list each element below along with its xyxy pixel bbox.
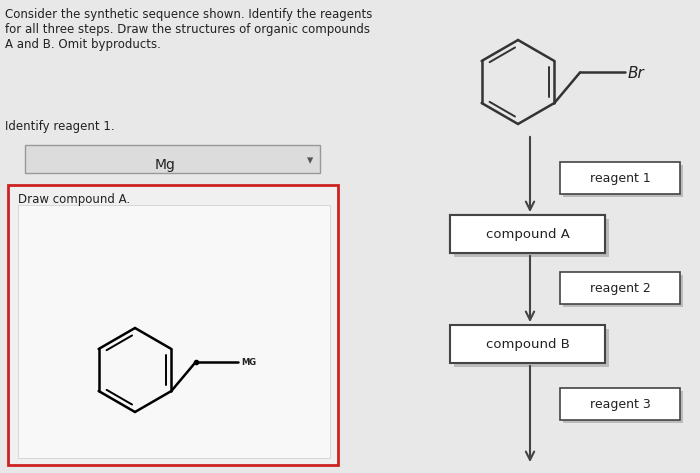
Bar bbox=[563, 391, 683, 423]
Text: Consider the synthetic sequence shown. Identify the reagents
for all three steps: Consider the synthetic sequence shown. I… bbox=[5, 8, 372, 51]
Bar bbox=[563, 165, 683, 197]
Text: reagent 3: reagent 3 bbox=[589, 397, 650, 411]
Bar bbox=[454, 219, 609, 257]
Text: compound A: compound A bbox=[486, 228, 569, 240]
Text: MG: MG bbox=[241, 359, 256, 368]
Text: compound B: compound B bbox=[486, 338, 569, 350]
Bar bbox=[18, 205, 330, 458]
Bar bbox=[560, 162, 680, 194]
Bar bbox=[450, 325, 605, 363]
Text: Br: Br bbox=[628, 66, 645, 81]
Bar bbox=[454, 329, 609, 367]
Bar bbox=[560, 272, 680, 304]
Bar bbox=[8, 185, 338, 465]
Text: Identify reagent 1.: Identify reagent 1. bbox=[5, 120, 115, 133]
Text: reagent 2: reagent 2 bbox=[589, 281, 650, 295]
Bar bbox=[563, 275, 683, 307]
Text: Draw compound A.: Draw compound A. bbox=[18, 193, 130, 206]
Bar bbox=[560, 388, 680, 420]
Text: reagent 1: reagent 1 bbox=[589, 172, 650, 184]
Text: Mg: Mg bbox=[155, 158, 176, 172]
Bar bbox=[450, 215, 605, 253]
Bar bbox=[25, 145, 320, 173]
Text: ▾: ▾ bbox=[307, 155, 313, 167]
